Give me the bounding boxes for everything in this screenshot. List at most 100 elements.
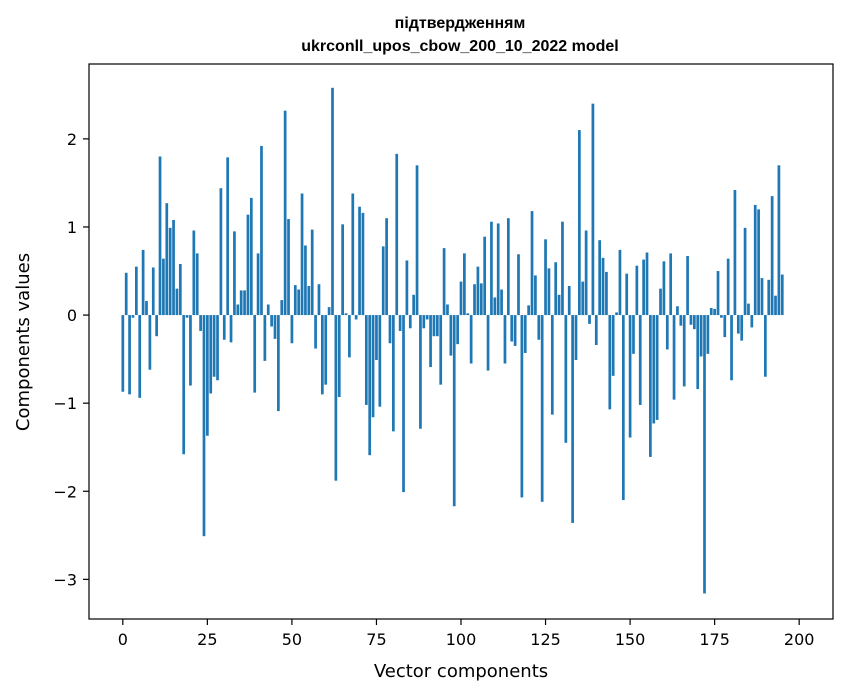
- bar-40: [256, 253, 260, 316]
- x-tick-label: 100: [446, 630, 477, 649]
- bar-63: [334, 315, 338, 481]
- bar-163: [672, 315, 676, 400]
- bar-109: [490, 221, 493, 316]
- bar-98: [452, 315, 456, 507]
- bar-192: [770, 196, 774, 316]
- bar-94: [439, 315, 443, 385]
- bar-51: [293, 285, 297, 316]
- bar-154: [642, 259, 645, 316]
- bar-81: [395, 153, 399, 316]
- bar-135: [578, 130, 581, 316]
- bar-119: [523, 315, 527, 353]
- bar-146: [615, 312, 618, 316]
- bar-1: [124, 272, 128, 316]
- y-tick-label: 0: [67, 306, 77, 325]
- bar-143: [605, 271, 608, 316]
- bar-132: [567, 286, 571, 316]
- bar-129: [557, 294, 561, 316]
- bar-74: [371, 315, 375, 418]
- bar-85: [408, 315, 412, 329]
- bar-58: [317, 284, 321, 316]
- bar-176: [716, 271, 720, 316]
- x-tick-label: 25: [197, 630, 217, 649]
- bar-128: [554, 262, 558, 316]
- bar-83: [402, 315, 405, 493]
- bar-27: [212, 315, 216, 377]
- bar-159: [659, 288, 662, 316]
- bar-60: [324, 315, 328, 385]
- bar-195: [780, 274, 784, 316]
- bar-69: [354, 315, 358, 320]
- bar-54: [304, 245, 307, 316]
- bar-171: [699, 315, 703, 357]
- bar-32: [229, 315, 233, 343]
- bar-157: [652, 315, 656, 424]
- bar-101: [463, 253, 466, 316]
- bar-36: [243, 290, 246, 316]
- bar-56: [310, 229, 314, 316]
- bar-107: [483, 236, 487, 316]
- bar-170: [696, 315, 700, 390]
- bar-164: [676, 306, 679, 316]
- bar-104: [473, 284, 476, 316]
- bar-105: [476, 266, 480, 316]
- bar-4: [134, 266, 138, 316]
- bar-90: [425, 315, 429, 320]
- bar-172: [703, 315, 706, 594]
- bar-25: [206, 315, 209, 436]
- bar-134: [574, 315, 578, 360]
- bar-133: [571, 315, 574, 523]
- y-tick-label: −3: [53, 570, 77, 589]
- bar-12: [162, 258, 165, 316]
- bar-92: [432, 315, 436, 337]
- bar-160: [662, 261, 666, 316]
- bar-10: [155, 315, 158, 337]
- bar-175: [713, 308, 716, 316]
- bar-142: [601, 257, 605, 316]
- x-axis: 0 25 50 75 100 125 150 175 200: [118, 619, 814, 649]
- bar-124: [540, 315, 544, 502]
- bar-38: [249, 197, 253, 316]
- bar-139: [591, 103, 595, 316]
- bar-64: [337, 315, 341, 397]
- bar-49: [287, 219, 290, 316]
- bar-68: [351, 193, 355, 316]
- bar-194: [777, 165, 781, 316]
- bar-111: [496, 223, 500, 316]
- bar-87: [415, 165, 419, 316]
- bar-189: [760, 278, 764, 316]
- bar-31: [226, 157, 230, 316]
- bar-155: [645, 252, 649, 316]
- bar-183: [740, 315, 744, 341]
- bar-17: [178, 263, 182, 316]
- bar-127: [550, 315, 554, 415]
- bar-122: [534, 275, 537, 316]
- bar-89: [422, 315, 426, 329]
- bar-151: [632, 315, 635, 354]
- bar-37: [246, 214, 250, 316]
- bar-148: [621, 315, 625, 501]
- bar-179: [726, 258, 730, 316]
- bar-24: [202, 315, 206, 537]
- bar-193: [774, 295, 777, 316]
- bar-113: [503, 315, 507, 364]
- bar-125: [544, 239, 547, 316]
- bar-72: [364, 315, 368, 405]
- bar-191: [767, 279, 771, 316]
- bar-161: [665, 315, 669, 350]
- bar-178: [723, 315, 727, 338]
- bar-13: [165, 203, 169, 316]
- y-axis-label: Components values: [13, 253, 34, 431]
- bar-6: [141, 249, 145, 316]
- bar-106: [479, 283, 483, 316]
- bar-9: [151, 267, 155, 316]
- y-tick-label: 2: [67, 130, 77, 149]
- bar-102: [466, 313, 470, 316]
- bar-11: [158, 156, 162, 316]
- bar-173: [706, 315, 710, 354]
- bar-23: [199, 315, 202, 331]
- bar-150: [628, 315, 632, 438]
- bar-188: [757, 209, 760, 316]
- bar-145: [611, 315, 615, 376]
- bar-158: [655, 315, 659, 420]
